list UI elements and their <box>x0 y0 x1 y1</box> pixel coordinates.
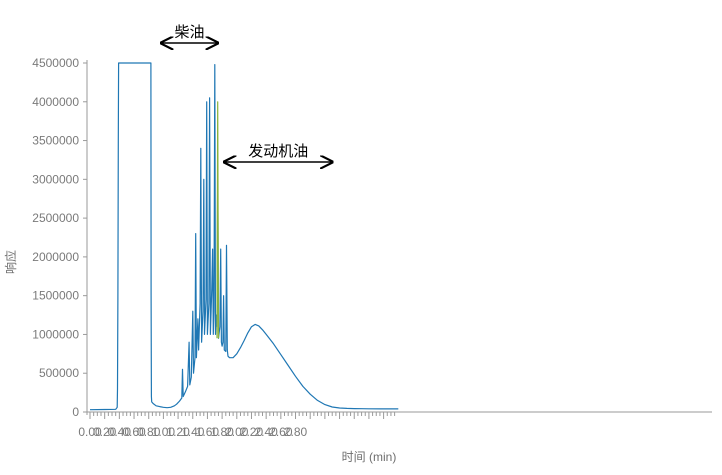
annotation-label: 发动机油 <box>248 143 308 160</box>
chromatogram-line <box>89 62 399 411</box>
x-tick-label: 1.40 <box>181 425 205 439</box>
y-tick-label: 2500000 <box>32 211 79 225</box>
series-lines <box>89 62 399 411</box>
highlight-peak-line <box>216 101 220 339</box>
y-tick-label: 500000 <box>39 366 79 380</box>
y-tick-label: 1000000 <box>32 327 79 341</box>
x-tick-label: 0.60 <box>122 425 146 439</box>
x-tick-label: 2.60 <box>269 425 293 439</box>
y-tick-label: 4500000 <box>32 56 79 70</box>
y-tick-label: 1500000 <box>32 289 79 303</box>
x-tick-label: 1.80 <box>210 425 234 439</box>
y-tick-label: 3000000 <box>32 172 79 186</box>
x-tick-label: 2.40 <box>254 425 278 439</box>
y-tick-label: 2000000 <box>32 250 79 264</box>
annotation-label: 柴油 <box>174 24 204 41</box>
y-tick-label: 4000000 <box>32 95 79 109</box>
y-tick-label: 3500000 <box>32 134 79 148</box>
x-tick-label: 0.00 <box>78 425 102 439</box>
x-tick-label: 1.20 <box>166 425 190 439</box>
x-axis: 0.000.200.400.600.801.001.201.401.601.80… <box>78 411 712 439</box>
y-axis: 0 500000 1000000 1500000 2000000 2500000 30000… <box>32 56 88 419</box>
x-axis-title: 时间 (min) <box>342 450 397 464</box>
y-axis-title: 响应 <box>3 250 18 274</box>
x-tick-label: 2.80 <box>284 425 308 439</box>
x-tick-label: 2.00 <box>225 425 249 439</box>
x-tick-label: 0.40 <box>108 425 132 439</box>
x-tick-label: 2.20 <box>240 425 264 439</box>
x-tick-label: 0.80 <box>137 425 161 439</box>
y-tick-label: 0 <box>72 405 79 419</box>
x-tick-label: 1.60 <box>196 425 220 439</box>
x-tick-label: 1.00 <box>152 425 176 439</box>
x-tick-label: 0.20 <box>93 425 117 439</box>
